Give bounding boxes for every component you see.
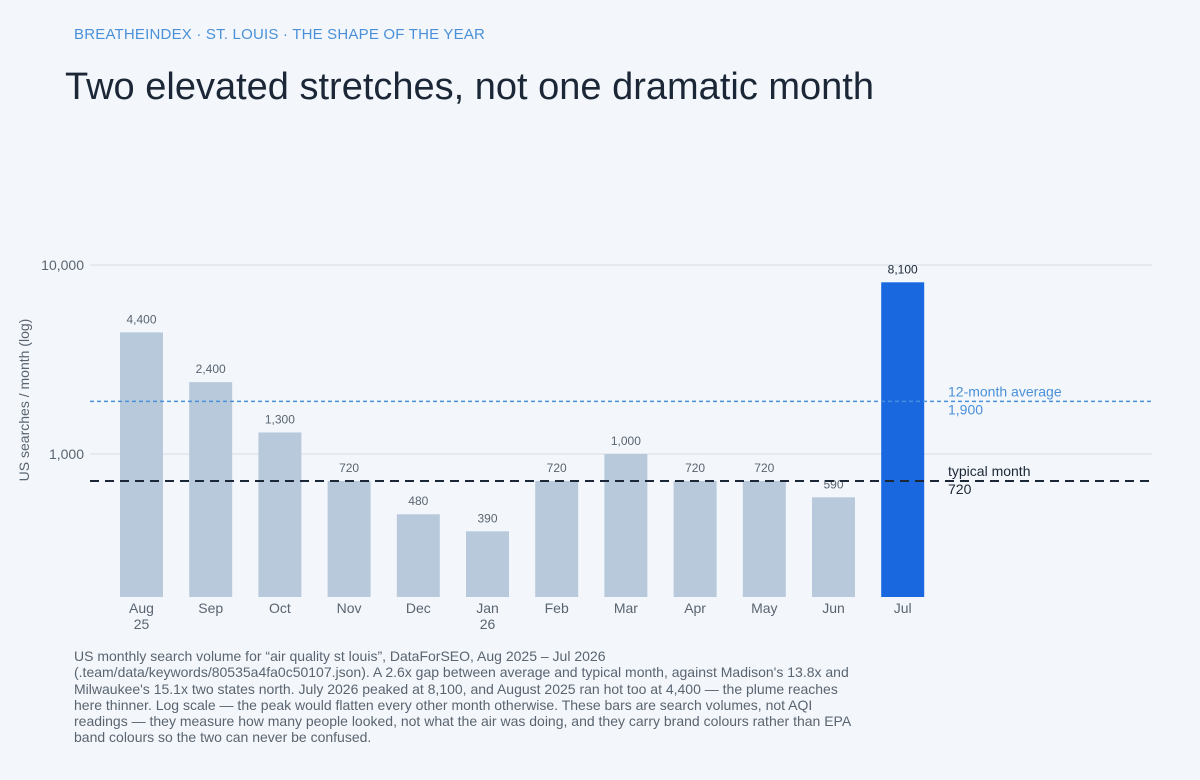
bar (189, 382, 233, 597)
bar-value-label: 480 (408, 494, 428, 508)
reference-line-label: 12-month average (948, 383, 1062, 399)
bar (535, 480, 579, 597)
bar (742, 480, 786, 597)
chart-caption: US monthly search volume for “air qualit… (74, 648, 904, 746)
bar (812, 497, 855, 597)
x-tick-label: Aug 25 (129, 600, 154, 632)
bar-chart: 1,000 10,000 US searches / month (log) 4,40… (16, 257, 1152, 632)
y-tick-label: 1,000 (49, 446, 84, 462)
bar (673, 480, 717, 597)
bar-value-label: 1,000 (611, 434, 641, 448)
bar (396, 514, 440, 597)
bar-value-label: 8,100 (888, 262, 918, 276)
bar (120, 332, 163, 597)
bar (881, 282, 925, 597)
bar-value-label: 590 (823, 477, 843, 491)
x-tick-label: Feb (545, 600, 569, 616)
x-tick-label: May (751, 600, 777, 616)
bar-value-label: 4,400 (126, 312, 156, 326)
x-tick-label: Mar (614, 600, 638, 616)
x-tick-label: Apr (684, 600, 706, 616)
caption-line: band colours so the two can never be con… (74, 729, 372, 746)
bar-value-label: 2,400 (196, 362, 226, 376)
x-tick-label: Jul (894, 600, 912, 616)
y-axis-title: US searches / month (log) (16, 319, 32, 482)
bar-value-label: 720 (754, 461, 774, 475)
x-tick-label: Sep (198, 600, 223, 616)
bar-value-label: 720 (339, 461, 359, 475)
bar (258, 432, 302, 597)
bar-value-label: 1,300 (265, 412, 295, 426)
bar (466, 531, 509, 597)
bar-value-label: 720 (547, 461, 567, 475)
caption-line: readings — they measure how many people … (74, 713, 852, 730)
x-tick-label: Oct (269, 600, 291, 616)
y-tick-label: 10,000 (41, 257, 84, 273)
x-tick-label: Nov (337, 600, 362, 616)
caption-line: (.team/data/keywords/80535a4fa0c50107.js… (74, 664, 849, 681)
bar-value-label: 720 (685, 461, 705, 475)
reference-line-value: 720 (948, 481, 972, 497)
caption-line: US monthly search volume for “air qualit… (74, 648, 606, 664)
bar (327, 480, 371, 597)
x-tick-label: Dec (406, 600, 431, 616)
caption-line: here thinner. Log scale — the peak would… (74, 696, 813, 713)
bar-value-label: 390 (477, 511, 497, 525)
x-tick-label: Jun (822, 600, 845, 616)
x-tick-label: Jan 26 (476, 600, 499, 632)
reference-line-value: 1,900 (948, 401, 983, 417)
chart-title: Two elevated stretches, not one dramatic… (65, 66, 874, 108)
caption-line: Milwaukee's 15.1x two states north. July… (74, 680, 838, 697)
bar (604, 454, 648, 597)
chart-kicker: BREATHEINDEX · ST. LOUIS · THE SHAPE OF … (74, 26, 486, 43)
reference-line-label: typical month (948, 463, 1030, 479)
